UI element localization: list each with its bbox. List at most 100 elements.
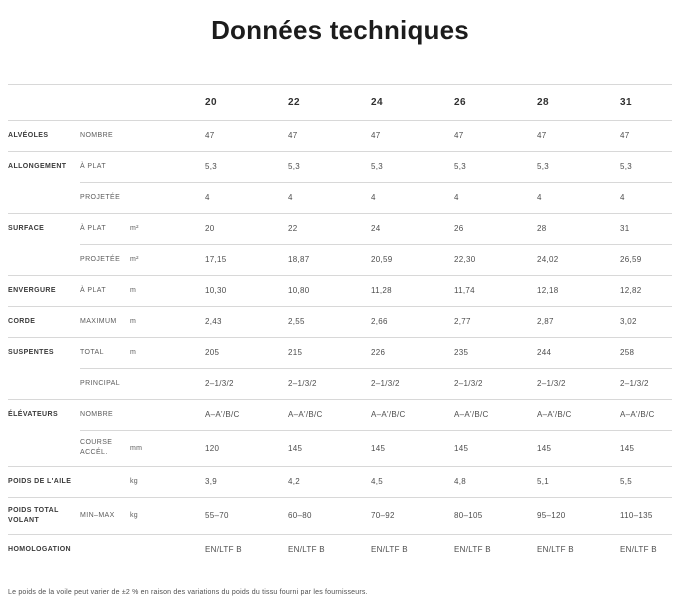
value-cell: 20,59: [371, 255, 393, 264]
table-row: SUSPENTES TOTAL m 205 215 226 235 244 258: [8, 337, 672, 368]
sub-label: NOMBRE: [80, 410, 114, 418]
size-header: 31: [620, 96, 633, 108]
unit-label: m: [130, 318, 137, 325]
value-cell: 10,80: [288, 286, 310, 295]
value-cell: 2–1/3/2: [620, 379, 649, 388]
value-cell: 17,15: [205, 255, 227, 264]
value-cell: A–A'/B/C: [537, 410, 572, 419]
category-label: ENVERGURE: [8, 286, 56, 294]
value-cell: 18,87: [288, 255, 310, 264]
value-cell: 22: [288, 224, 298, 233]
value-cell: A–A'/B/C: [620, 410, 655, 419]
table-row: CORDE MAXIMUM m 2,43 2,55 2,66 2,77 2,87 3,02: [8, 306, 672, 337]
value-cell: 24,02: [537, 255, 559, 264]
value-cell: 11,74: [454, 286, 475, 295]
value-cell: A–A'/B/C: [454, 410, 489, 419]
value-cell: 47: [454, 131, 464, 140]
value-cell: A–A'/B/C: [371, 410, 406, 419]
value-cell: EN/LTF B: [454, 545, 491, 554]
value-cell: 10,30: [205, 286, 227, 295]
value-cell: 26,59: [620, 255, 642, 264]
value-cell: 26: [454, 224, 464, 233]
value-cell: 2,66: [371, 317, 388, 326]
value-cell: 80–105: [454, 511, 483, 520]
value-cell: 47: [371, 131, 381, 140]
table-row: ALLONGEMENT À PLAT 5,3 5,3 5,3 5,3 5,3 5,3: [8, 151, 672, 182]
sub-label: À PLAT: [80, 224, 107, 232]
category-label: CORDE: [8, 317, 36, 325]
category-label: ALVÉOLES: [8, 131, 49, 139]
value-cell: 55–70: [205, 511, 229, 520]
value-cell: EN/LTF B: [620, 545, 657, 554]
category-label: SURFACE: [8, 224, 45, 232]
value-cell: 2–1/3/2: [371, 379, 400, 388]
category-label: SUSPENTES: [8, 348, 54, 356]
value-cell: 4,8: [454, 477, 467, 486]
value-cell: 205: [205, 348, 220, 357]
value-cell: 4: [620, 193, 625, 202]
value-cell: 120: [205, 443, 220, 453]
unit-label: m: [130, 349, 137, 356]
value-cell: 11,28: [371, 286, 392, 295]
table-row: ENVERGURE À PLAT m 10,30 10,80 11,28 11,74 12,1…: [8, 275, 672, 306]
value-cell: 47: [288, 131, 298, 140]
value-cell: 24: [371, 224, 381, 233]
sub-label: À PLAT: [80, 162, 107, 170]
value-cell: 226: [371, 348, 386, 357]
value-cell: 12,18: [537, 286, 559, 295]
value-cell: 2,55: [288, 317, 305, 326]
value-cell: 4: [537, 193, 542, 202]
value-cell: EN/LTF B: [288, 545, 325, 554]
value-cell: 4: [371, 193, 376, 202]
value-cell: 95–120: [537, 511, 566, 520]
unit-label: m²: [130, 256, 139, 263]
value-cell: 110–135: [620, 511, 653, 520]
category-label: POIDS DE L'AILE: [8, 477, 72, 485]
value-cell: 5,1: [537, 477, 550, 486]
value-cell: 235: [454, 348, 469, 357]
unit-label: m: [130, 287, 137, 294]
value-cell: 2–1/3/2: [288, 379, 317, 388]
value-cell: 60–80: [288, 511, 312, 520]
value-cell: 145: [288, 443, 303, 453]
value-cell: 3,02: [620, 317, 637, 326]
sub-label: MAXIMUM: [80, 317, 117, 325]
sub-label: TOTAL: [80, 348, 104, 356]
value-cell: 70–92: [371, 511, 395, 520]
value-cell: 5,3: [537, 162, 550, 171]
value-cell: 2,43: [205, 317, 222, 326]
value-cell: 4: [454, 193, 459, 202]
value-cell: 244: [537, 348, 552, 357]
page-title: Données techniques: [211, 15, 469, 45]
sub-label: PROJETÉE: [80, 193, 121, 201]
value-cell: 4: [288, 193, 293, 202]
table-row: ALVÉOLES NOMBRE 47 47 47 47 47 47: [8, 120, 672, 151]
value-cell: 5,3: [288, 162, 301, 171]
page: Données techniques 20 22 24 26 28 31 ALV…: [0, 15, 680, 596]
value-cell: 5,3: [620, 162, 633, 171]
table-row: ÉLÉVATEURS NOMBRE A–A'/B/C A–A'/B/C A–A'/B/C…: [8, 399, 672, 430]
value-cell: 215: [288, 348, 303, 357]
value-cell: 3,9: [205, 477, 218, 486]
category-label: ÉLÉVATEURS: [8, 410, 59, 418]
value-cell: 258: [620, 348, 635, 357]
sub-label: MIN–MAX: [80, 511, 115, 519]
value-cell: EN/LTF B: [371, 545, 408, 554]
table-row: COURSE ACCÉL. mm 120 145 145 145 145 145: [8, 430, 672, 466]
size-header: 20: [205, 96, 218, 108]
value-cell: 2,77: [454, 317, 471, 326]
value-cell: 145: [620, 443, 635, 453]
value-cell: 5,5: [620, 477, 633, 486]
value-cell: 47: [205, 131, 215, 140]
size-header: 22: [288, 96, 301, 108]
sub-label: PRINCIPAL: [80, 379, 121, 387]
value-cell: EN/LTF B: [537, 545, 574, 554]
sub-label: PROJETÉE: [80, 255, 121, 263]
sub-label: À PLAT: [80, 286, 107, 294]
unit-label: kg: [130, 512, 138, 519]
size-header: 24: [371, 96, 384, 108]
value-cell: 4,2: [288, 477, 301, 486]
value-cell: 145: [537, 443, 552, 453]
category-label: POIDS TOTAL VOLANT: [8, 506, 59, 524]
size-header: 28: [537, 96, 550, 108]
